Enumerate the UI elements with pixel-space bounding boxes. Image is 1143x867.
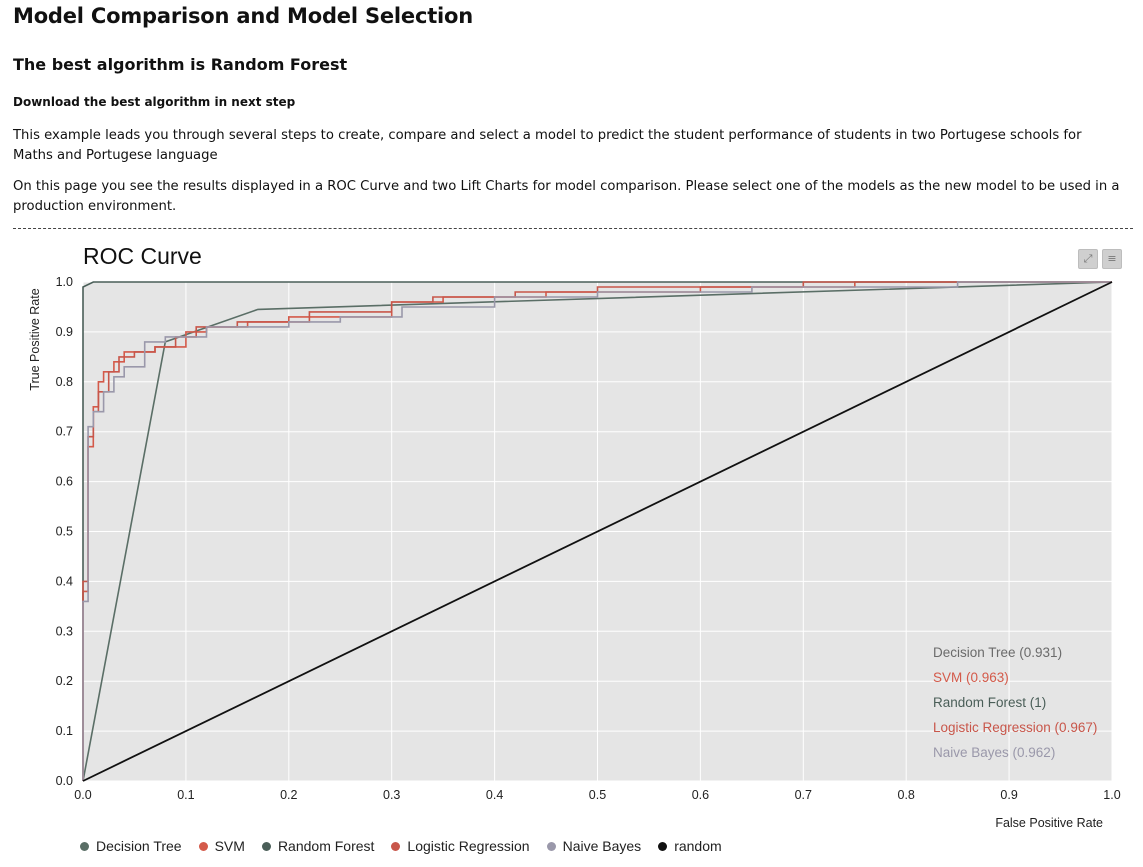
auc-label: Random Forest (1) <box>933 695 1046 710</box>
y-tick-label: 0.8 <box>56 375 73 389</box>
y-tick-label: 0.5 <box>56 525 73 539</box>
legend-marker <box>198 841 208 851</box>
x-tick-label: 0.0 <box>74 788 91 802</box>
chart-legend: Decision Tree SVM Random Forest Logistic Re… <box>80 838 739 854</box>
series-line-svm <box>82 281 1112 781</box>
menu-icon[interactable]: ≡ <box>1102 249 1122 269</box>
y-tick-label: 0.7 <box>56 425 73 439</box>
legend-marker <box>80 841 89 851</box>
legend-marker <box>658 841 668 851</box>
auc-label: Logistic Regression (0.967) <box>933 720 1097 735</box>
page-title: Model Comparison and Model Selection <box>13 4 474 28</box>
section-divider <box>13 228 1133 229</box>
y-tick-label: 1.0 <box>56 275 73 289</box>
x-tick-label: 1.0 <box>1103 788 1120 802</box>
x-tick-label: 0.1 <box>177 788 194 802</box>
y-tick-label: 0.4 <box>56 574 73 588</box>
legend-label: Random Forest <box>277 838 375 854</box>
auc-label: Decision Tree (0.931) <box>933 645 1062 660</box>
y-tick-label: 0.6 <box>56 475 73 489</box>
legend-item-decision-tree[interactable]: Decision Tree <box>80 838 182 854</box>
legend-label: Decision Tree <box>96 838 182 854</box>
y-tick-label: 0.0 <box>56 774 73 788</box>
download-hint: Download the best algorithm in next step <box>13 95 296 109</box>
legend-item-random-forest[interactable]: Random Forest <box>261 838 375 854</box>
y-tick-label: 0.2 <box>56 674 73 688</box>
legend-label: SVM <box>214 838 245 854</box>
legend-item-random[interactable]: random <box>658 838 722 854</box>
legend-label: Naive Bayes <box>562 838 642 854</box>
auc-label: SVM (0.963) <box>933 670 1009 685</box>
x-tick-label: 0.7 <box>795 788 812 802</box>
legend-label: Logistic Regression <box>407 838 530 854</box>
y-tick-label: 0.9 <box>56 325 73 339</box>
legend-label: random <box>674 838 722 854</box>
x-tick-label: 0.4 <box>486 788 503 802</box>
legend-marker <box>546 841 556 851</box>
x-tick-label: 0.8 <box>898 788 915 802</box>
legend-marker <box>391 841 401 851</box>
auc-label: Naive Bayes (0.962) <box>933 745 1055 760</box>
x-tick-label: 0.3 <box>383 788 400 802</box>
legend-marker <box>261 841 271 851</box>
x-tick-label: 0.5 <box>589 788 606 802</box>
expand-icon[interactable]: ⤢ <box>1078 249 1098 269</box>
legend-item-logistic-regression[interactable]: Logistic Regression <box>391 838 530 854</box>
x-tick-label: 0.6 <box>692 788 709 802</box>
series-line-random <box>82 281 1113 782</box>
series-line-random-forest <box>82 281 1112 781</box>
x-axis-label: False Positive Rate <box>995 816 1103 830</box>
x-tick-label: 0.2 <box>280 788 297 802</box>
series-line-naive-bayes <box>82 281 1112 781</box>
intro-paragraph-2: On this page you see the results display… <box>13 179 1120 214</box>
legend-item-naive-bayes[interactable]: Naive Bayes <box>546 838 642 854</box>
x-tick-label: 0.9 <box>1000 788 1017 802</box>
y-axis-label: True Positive Rate <box>28 288 42 390</box>
best-algorithm-heading: The best algorithm is Random Forest <box>13 55 348 74</box>
series-line-decision-tree <box>82 281 1113 782</box>
y-tick-label: 0.1 <box>56 724 73 738</box>
chart-title: ROC Curve <box>83 243 202 269</box>
legend-item-svm[interactable]: SVM <box>198 838 245 854</box>
intro-paragraph-1: This example leads you through several s… <box>13 128 1082 163</box>
y-tick-label: 0.3 <box>56 624 73 638</box>
